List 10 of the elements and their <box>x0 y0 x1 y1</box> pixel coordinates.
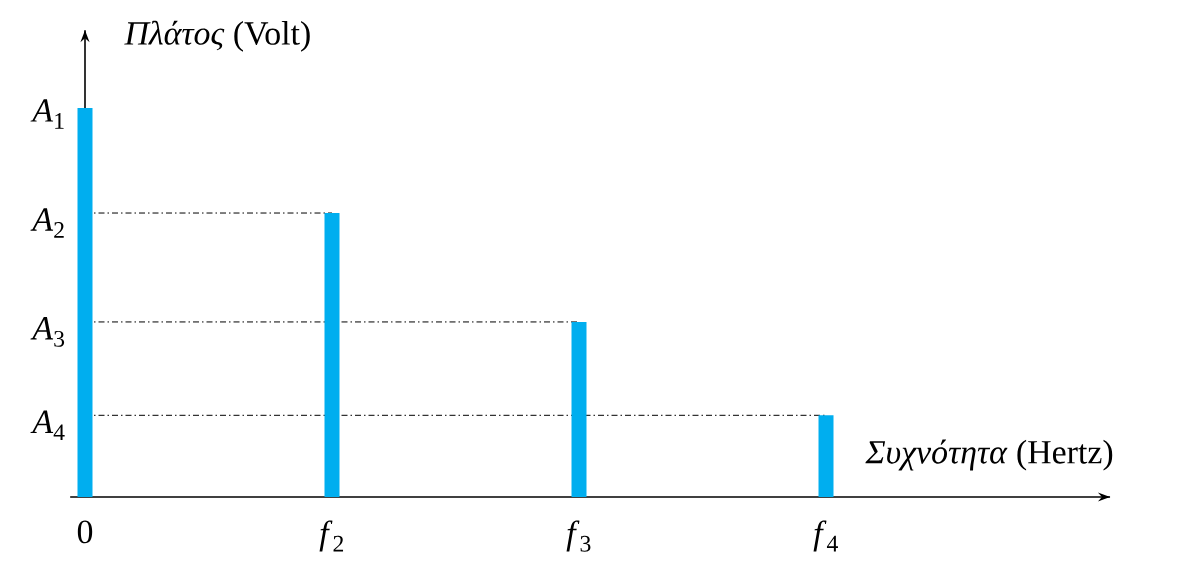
ref-line-label: A$_{3}$ <box>30 317 65 347</box>
x-tick-label: f$_{3}$ <box>566 520 591 552</box>
x-tick-label: 0 <box>77 520 93 544</box>
x-tick-label: f$_{4}$ <box>813 520 838 552</box>
ref-line-label: A$_{4}$ <box>30 410 65 441</box>
y-axis-title: Πλάτος (Volt) <box>124 20 310 52</box>
annotation: A$_{1}$ <box>30 99 64 129</box>
ref-line-label: A$_{2}$ <box>30 208 64 238</box>
x-axis-title: Συχνότητα (Hertz) <box>865 439 1113 471</box>
x-tick-label: f$_{2}$ <box>319 520 344 552</box>
